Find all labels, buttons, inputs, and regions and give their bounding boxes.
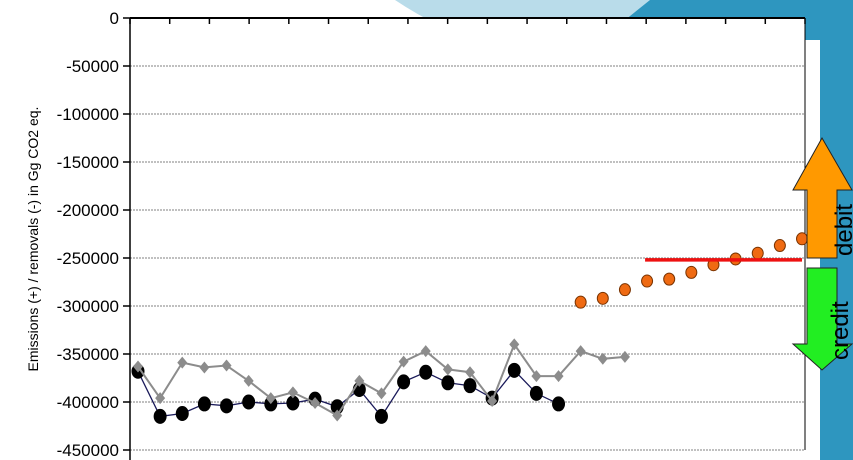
debit-arrow-shape [792, 136, 853, 259]
data-point [310, 396, 321, 409]
data-point [574, 295, 587, 309]
data-point [243, 374, 254, 387]
y-tick-labels: 0 -50000 -100000 -150000 -200000 -250000 -3000… [57, 9, 119, 460]
data-point [199, 361, 210, 374]
data-point [442, 363, 453, 376]
data-point [553, 370, 564, 383]
data-point [221, 359, 232, 372]
y-axis-label: Emissions (+) / removals (-) in Gg CO2 e… [25, 107, 41, 372]
data-point [398, 355, 409, 368]
debit-arrow: debit [792, 136, 853, 259]
data-point [685, 265, 698, 279]
data-point [376, 387, 387, 400]
credit-label: credit [827, 301, 853, 360]
data-point [552, 396, 566, 412]
y-tick-label: -400000 [57, 393, 119, 412]
data-point [287, 386, 298, 399]
data-point [529, 385, 543, 401]
data-point [133, 360, 143, 373]
axes [129, 17, 806, 460]
data-point [465, 366, 475, 379]
debit-label: debit [831, 204, 853, 256]
credit-arrow: credit [791, 267, 853, 371]
series-2 [574, 232, 808, 309]
data-point [332, 409, 343, 422]
data-point [507, 362, 521, 378]
data-point [153, 408, 167, 424]
data-point [463, 378, 477, 394]
data-point [487, 395, 498, 408]
y-tick-label: -450000 [57, 441, 119, 460]
data-point [531, 370, 542, 383]
y-tick-label: -200000 [57, 201, 119, 220]
data-point [265, 392, 276, 405]
data-point [441, 375, 455, 391]
y-tick-label: 0 [110, 9, 119, 28]
series-1 [133, 338, 630, 422]
data-point [751, 246, 764, 260]
data-point [663, 272, 676, 286]
plot-area [130, 18, 805, 460]
data-point [374, 408, 388, 424]
y-tick-label: -350000 [57, 345, 119, 364]
data-point [220, 398, 234, 414]
data-point [618, 283, 631, 297]
data-point [175, 406, 189, 422]
data-point [597, 352, 608, 365]
data-point [197, 396, 211, 412]
series-layer [131, 232, 808, 424]
data-point [509, 338, 520, 351]
data-point [420, 345, 431, 358]
credit-arrow-shape [791, 267, 853, 371]
data-point [397, 374, 411, 390]
data-point [354, 374, 365, 387]
data-point [773, 239, 786, 253]
data-point [619, 350, 630, 363]
y-tick-label: -150000 [57, 153, 119, 172]
data-point [242, 394, 256, 410]
data-point [155, 392, 166, 405]
y-tick-label: -100000 [57, 105, 119, 124]
data-point [575, 345, 586, 358]
data-point [596, 291, 609, 305]
data-point [177, 356, 188, 369]
data-point [641, 274, 654, 288]
data-point [796, 232, 808, 246]
data-point [419, 364, 433, 380]
y-tick-label: -300000 [57, 297, 119, 316]
y-tick-label: -250000 [57, 249, 119, 268]
y-tick-label: -50000 [66, 57, 119, 76]
